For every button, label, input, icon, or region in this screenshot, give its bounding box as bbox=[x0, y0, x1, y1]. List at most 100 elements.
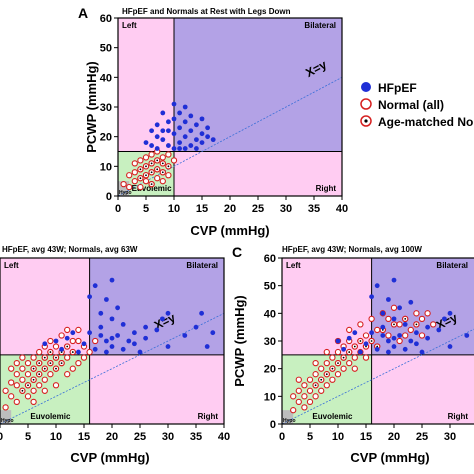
x-tick-label: 15 bbox=[196, 203, 208, 215]
hfpef-point bbox=[104, 349, 109, 355]
region-label-left: Left bbox=[122, 21, 137, 30]
hfpef-point bbox=[358, 349, 363, 355]
hfpef-point bbox=[386, 338, 391, 344]
age-matched-point-dot bbox=[145, 165, 147, 168]
age-matched-point-dot bbox=[156, 159, 159, 162]
normal-point bbox=[362, 354, 370, 361]
hfpef-point bbox=[109, 316, 115, 322]
hfpef-point bbox=[104, 297, 109, 302]
normal-point bbox=[430, 321, 437, 328]
region-label-right: Right bbox=[448, 412, 469, 421]
normal-point bbox=[80, 354, 88, 361]
normal-point bbox=[142, 154, 150, 161]
hfpef-point bbox=[335, 338, 341, 344]
age-matched-point-dot bbox=[353, 345, 356, 348]
age-matched-point-dot bbox=[393, 323, 395, 326]
y-tick-label: 30 bbox=[264, 336, 276, 348]
age-matched-point-dot bbox=[49, 362, 52, 365]
normal-point bbox=[413, 310, 420, 317]
hfpef-point bbox=[177, 110, 183, 116]
normal-point bbox=[312, 371, 319, 378]
hypo-region bbox=[118, 181, 130, 196]
normal-point bbox=[13, 382, 20, 389]
age-matched-point-dot bbox=[139, 168, 142, 171]
x-tick-label: 5 bbox=[307, 431, 313, 443]
normal-point bbox=[13, 371, 20, 378]
hfpef-point bbox=[154, 134, 160, 140]
hfpef-point bbox=[341, 346, 346, 352]
normal-point bbox=[165, 151, 172, 158]
age-matched-point-dot bbox=[314, 384, 317, 387]
normal-point bbox=[2, 404, 9, 411]
hfpef-point bbox=[374, 346, 380, 352]
normal-point bbox=[154, 175, 161, 182]
age-matched-point-dot bbox=[49, 351, 52, 353]
hfpef-point bbox=[442, 316, 447, 322]
normal-point bbox=[418, 332, 426, 339]
age-matched-point-dot bbox=[348, 351, 351, 353]
y-tick-label: 10 bbox=[100, 161, 112, 173]
hfpef-point bbox=[199, 140, 205, 146]
normal-point bbox=[137, 157, 144, 164]
x-tick-label: 20 bbox=[224, 203, 236, 215]
hfpef-point bbox=[120, 322, 126, 327]
legend: HFpEF Normal (all) Age-matched No bbox=[360, 81, 473, 129]
left-region bbox=[282, 258, 372, 355]
normal-point bbox=[75, 337, 82, 345]
normal-point bbox=[148, 151, 155, 158]
hfpef-point bbox=[165, 344, 171, 349]
hfpef-point bbox=[143, 335, 149, 341]
y-axis-title: PCWP (mmHg) bbox=[84, 61, 99, 152]
age-matched-point-dot bbox=[167, 165, 170, 168]
age-matched-point-dot bbox=[55, 367, 57, 370]
hfpef-point bbox=[346, 335, 352, 341]
normal-point bbox=[295, 398, 302, 406]
normal-point bbox=[142, 178, 150, 185]
x-tick-label: 35 bbox=[190, 431, 202, 443]
y-tick-label: 10 bbox=[264, 391, 276, 403]
hfpef-point bbox=[81, 341, 87, 347]
hfpef-point bbox=[166, 119, 171, 125]
normal-point bbox=[30, 398, 37, 406]
hfpef-point bbox=[391, 277, 397, 283]
age-matched-point-dot bbox=[404, 317, 407, 320]
hfpef-point bbox=[171, 131, 177, 137]
hfpef-point bbox=[171, 116, 177, 122]
age-matched-point-dot bbox=[66, 345, 69, 348]
hfpef-point bbox=[120, 346, 126, 352]
hfpef-point bbox=[380, 310, 386, 316]
hfpef-point bbox=[194, 122, 199, 128]
normal-point bbox=[8, 379, 15, 386]
normal-point bbox=[295, 387, 302, 394]
hfpef-point bbox=[70, 330, 76, 336]
normal-point bbox=[41, 376, 48, 383]
age-matched-point-dot bbox=[145, 174, 147, 177]
legend-age-matched-dot bbox=[364, 119, 368, 123]
region-label-euvolemic: Euvolemic bbox=[132, 184, 173, 193]
hfpef-point bbox=[149, 128, 155, 134]
normal-point bbox=[323, 359, 330, 367]
y-tick-label: 30 bbox=[100, 102, 112, 114]
x-tick-label: 10 bbox=[332, 431, 344, 443]
normal-point bbox=[351, 365, 358, 372]
hfpef-point bbox=[391, 316, 397, 322]
hfpef-point bbox=[132, 330, 137, 336]
normal-point bbox=[86, 348, 93, 356]
age-matched-point-dot bbox=[139, 177, 142, 180]
normal-point bbox=[47, 371, 54, 378]
hfpef-point bbox=[391, 344, 397, 349]
normal-point bbox=[75, 326, 82, 334]
age-matched-point-dot bbox=[156, 168, 159, 171]
normal-point bbox=[424, 310, 431, 317]
hfpef-point bbox=[188, 143, 194, 148]
normal-point bbox=[396, 337, 403, 345]
hfpef-point bbox=[42, 341, 48, 347]
region-label-right: Right bbox=[316, 184, 337, 193]
normal-point bbox=[47, 337, 54, 345]
hfpef-point bbox=[109, 335, 115, 341]
hfpef-point bbox=[109, 277, 115, 283]
normal-point bbox=[2, 387, 9, 394]
age-matched-point-dot bbox=[27, 384, 29, 387]
